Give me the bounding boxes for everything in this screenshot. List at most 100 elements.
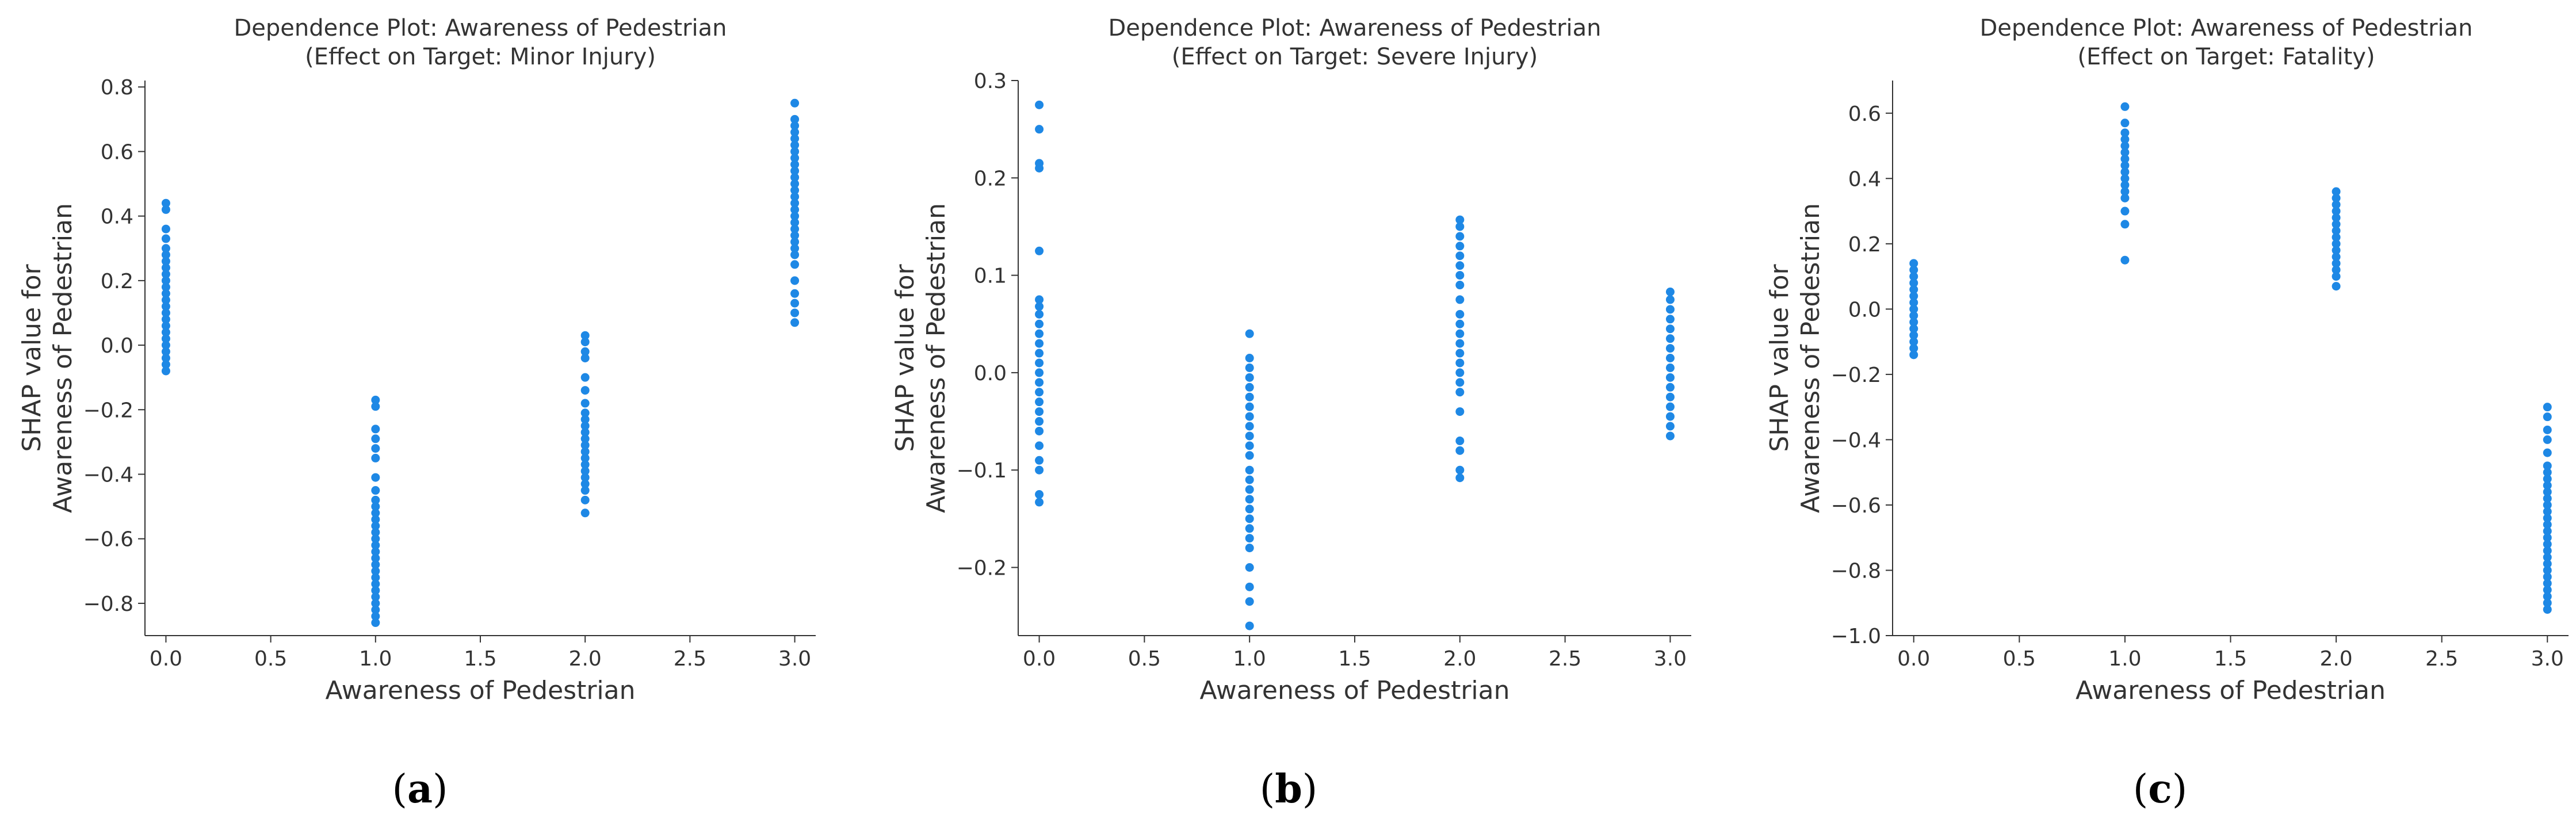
scatter-point bbox=[1455, 388, 1465, 397]
scatter-point bbox=[790, 218, 800, 227]
scatter-point bbox=[2543, 540, 2552, 549]
x-axis-label: Awareness of Pedestrian bbox=[2076, 676, 2386, 705]
scatter-point bbox=[2332, 213, 2341, 222]
scatter-point bbox=[1455, 251, 1465, 261]
y-tick-label: 0.3 bbox=[974, 70, 1007, 93]
scatter-point bbox=[1455, 465, 1465, 475]
scatter-point bbox=[790, 160, 800, 169]
y-tick-label: 0.1 bbox=[974, 265, 1007, 288]
scatter-point bbox=[1665, 363, 1675, 372]
scatter-point bbox=[371, 453, 380, 462]
scatter-point bbox=[1909, 311, 1918, 320]
scatter-point bbox=[1909, 337, 1918, 346]
scatter-point bbox=[1245, 563, 1254, 572]
y-tick-label: 0.6 bbox=[1848, 102, 1881, 126]
scatter-point bbox=[371, 508, 380, 518]
chart-subtitle: (Effect on Target: Fatality) bbox=[2077, 44, 2375, 70]
x-tick-label: 2.0 bbox=[569, 647, 602, 671]
x-axis-label: Awareness of Pedestrian bbox=[325, 676, 635, 705]
scatter-point bbox=[161, 263, 170, 272]
scatter-point bbox=[2332, 220, 2341, 229]
scatter-point bbox=[580, 466, 590, 476]
scatter-point bbox=[790, 134, 800, 143]
scatter-point bbox=[1245, 582, 1254, 591]
scatter-point bbox=[161, 347, 170, 356]
scatter-point bbox=[1035, 100, 1044, 109]
scatter-point bbox=[1909, 331, 1918, 340]
scatter-point bbox=[790, 114, 800, 124]
scatter-point bbox=[2543, 448, 2552, 457]
scatter-point bbox=[161, 315, 170, 324]
scatter-point bbox=[790, 98, 800, 108]
y-tick-label: 0.8 bbox=[101, 76, 133, 100]
scatter-point bbox=[1035, 417, 1044, 426]
scatter-point bbox=[2120, 135, 2130, 144]
scatter-point bbox=[2332, 226, 2341, 235]
scatter-point bbox=[2543, 514, 2552, 523]
scatter-point bbox=[1909, 324, 1918, 333]
scatter-point bbox=[161, 296, 170, 305]
scatter-point bbox=[2120, 128, 2130, 137]
scatter-point bbox=[790, 276, 800, 285]
scatter-point bbox=[2120, 255, 2130, 265]
scatter-point bbox=[2120, 154, 2130, 163]
scatter-point bbox=[790, 299, 800, 308]
scatter-point bbox=[2543, 586, 2552, 595]
scatter-point bbox=[790, 260, 800, 269]
x-tick-label: 3.0 bbox=[778, 647, 811, 671]
scatter-point bbox=[1245, 383, 1254, 392]
scatter-point bbox=[580, 386, 590, 395]
panel-caption-letter: a bbox=[407, 766, 433, 812]
scatter-point bbox=[2543, 461, 2552, 471]
scatter-point bbox=[2332, 272, 2341, 281]
scatter-point bbox=[1455, 215, 1465, 224]
scatter-point bbox=[1455, 349, 1465, 358]
scatter-point bbox=[1035, 246, 1044, 255]
scatter-point bbox=[790, 224, 800, 234]
scatter-point bbox=[2543, 592, 2552, 601]
scatter-point bbox=[580, 460, 590, 469]
x-tick-label: 1.5 bbox=[464, 647, 496, 671]
scatter-point bbox=[1035, 397, 1044, 407]
scatter-point bbox=[371, 573, 380, 582]
scatter-point bbox=[1909, 292, 1918, 301]
chart-subtitle: (Effect on Target: Severe Injury) bbox=[1172, 44, 1538, 70]
scatter-point bbox=[161, 366, 170, 376]
scatter-point bbox=[2120, 187, 2130, 196]
panel-caption: (a) bbox=[392, 766, 448, 812]
scatter-point bbox=[1455, 295, 1465, 304]
x-tick-label: 1.5 bbox=[1338, 647, 1371, 671]
y-tick-label: 0.0 bbox=[101, 334, 133, 358]
y-tick-label: 0.2 bbox=[101, 270, 133, 293]
x-tick-label: 1.0 bbox=[359, 647, 392, 671]
scatter-point bbox=[161, 354, 170, 362]
scatter-point bbox=[371, 541, 380, 550]
scatter-point bbox=[1245, 544, 1254, 553]
scatter-point bbox=[1455, 309, 1465, 319]
x-tick-label: 3.0 bbox=[2531, 647, 2564, 671]
scatter-point bbox=[1035, 309, 1044, 319]
scatter-point bbox=[371, 599, 380, 608]
scatter-point bbox=[161, 198, 170, 208]
scatter-point bbox=[790, 173, 800, 182]
scatter-point bbox=[1909, 259, 1918, 268]
scatter-point bbox=[2543, 435, 2552, 444]
y-tick-label: −0.2 bbox=[83, 399, 133, 422]
scatter-point bbox=[1245, 363, 1254, 372]
scatter-point bbox=[371, 579, 380, 588]
scatter-point bbox=[1909, 304, 1918, 313]
scatter-point bbox=[1035, 295, 1044, 304]
scatter-point bbox=[1665, 324, 1675, 334]
y-axis-label-line1: SHAP value for bbox=[1765, 263, 1794, 452]
scatter-point bbox=[2120, 174, 2130, 183]
y-tick-label: −1.0 bbox=[1831, 625, 1881, 648]
x-tick-label: 1.5 bbox=[2214, 647, 2247, 671]
scatter-point bbox=[161, 289, 170, 298]
scatter-point bbox=[2120, 142, 2130, 151]
scatter-point bbox=[371, 592, 380, 602]
scatter-point bbox=[790, 289, 800, 298]
x-tick-label: 2.5 bbox=[674, 647, 706, 671]
scatter-point bbox=[790, 154, 800, 163]
scatter-point bbox=[1455, 407, 1465, 416]
scatter-point bbox=[790, 205, 800, 214]
